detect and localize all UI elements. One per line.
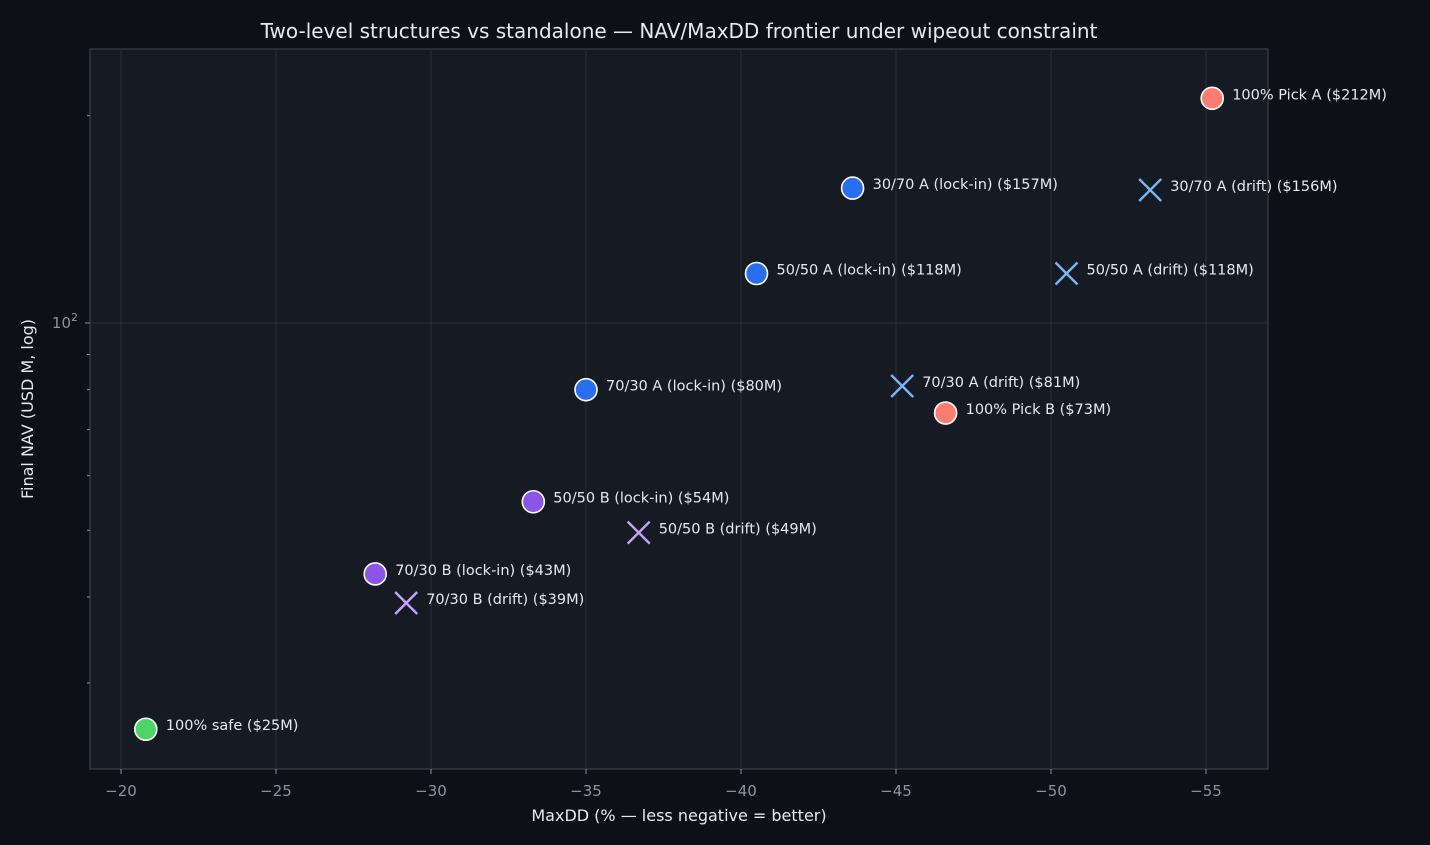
data-point-x-stroke — [1054, 261, 1079, 286]
x-tick-label: −50 — [1035, 782, 1067, 800]
data-point-x — [1138, 178, 1163, 202]
data-point-x — [1054, 261, 1079, 286]
data-point-circle — [744, 261, 769, 286]
data-point-circle — [363, 562, 388, 586]
grid-layer — [90, 49, 1268, 769]
x-axis-label: MaxDD (% — less negative = better) — [531, 806, 826, 825]
point-label: 100% Pick A ($212M) — [1232, 87, 1387, 103]
x-tick-label: −35 — [570, 782, 602, 800]
data-point-circle — [574, 377, 598, 402]
point-label: 30/70 A (lock-in) ($157M) — [873, 177, 1058, 193]
point-label: 50/50 B (lock-in) ($54M) — [553, 491, 729, 507]
data-point-circle — [521, 489, 546, 514]
point-label: 100% Pick B ($73M) — [966, 402, 1112, 418]
point-label: 50/50 A (drift) ($118M) — [1087, 262, 1254, 278]
point-label: 70/30 A (drift) ($81M) — [922, 375, 1080, 391]
data-point-circle — [840, 176, 865, 200]
data-point-x-stroke — [626, 520, 651, 545]
tick-layer: −20 −25 −30 −35 −40 −45 −50 −55 102 — [52, 115, 1222, 800]
x-tick-label: −25 — [260, 782, 292, 800]
data-point-x-stroke — [1138, 178, 1163, 202]
data-point-x — [394, 591, 419, 615]
data-point-circle — [933, 401, 958, 425]
data-point-x — [626, 520, 651, 545]
chart-title: Two-level structures vs standalone — NAV… — [260, 19, 1098, 43]
x-tick-label: −45 — [880, 782, 912, 800]
point-layer: 100% Pick A ($212M) 30/70 A (lock-in) ($1… — [134, 86, 1387, 742]
y-axis-label: Final NAV (USD M, log) — [18, 319, 37, 499]
point-label: 70/30 A (lock-in) ($80M) — [606, 379, 782, 395]
y-tick-label: 102 — [52, 311, 78, 332]
point-label: 70/30 B (lock-in) ($43M) — [395, 563, 571, 579]
x-tick-label: −55 — [1190, 782, 1222, 800]
point-label: 50/50 A (lock-in) ($118M) — [777, 262, 962, 278]
point-label: 30/70 A (drift) ($156M) — [1170, 179, 1337, 195]
data-point-circle — [1200, 86, 1224, 111]
data-point-x-stroke — [394, 591, 419, 615]
x-tick-label: −40 — [725, 782, 757, 800]
x-tick-label: −20 — [105, 782, 137, 800]
data-point-x-stroke — [890, 374, 915, 398]
point-label: 100% safe ($25M) — [166, 718, 299, 734]
plot-area — [89, 48, 1269, 770]
data-point-circle — [134, 717, 158, 742]
point-label: 70/30 B (drift) ($39M) — [426, 592, 584, 608]
data-point-x — [890, 374, 915, 398]
x-tick-label: −30 — [415, 782, 447, 800]
point-label: 50/50 B (drift) ($49M) — [659, 522, 817, 538]
